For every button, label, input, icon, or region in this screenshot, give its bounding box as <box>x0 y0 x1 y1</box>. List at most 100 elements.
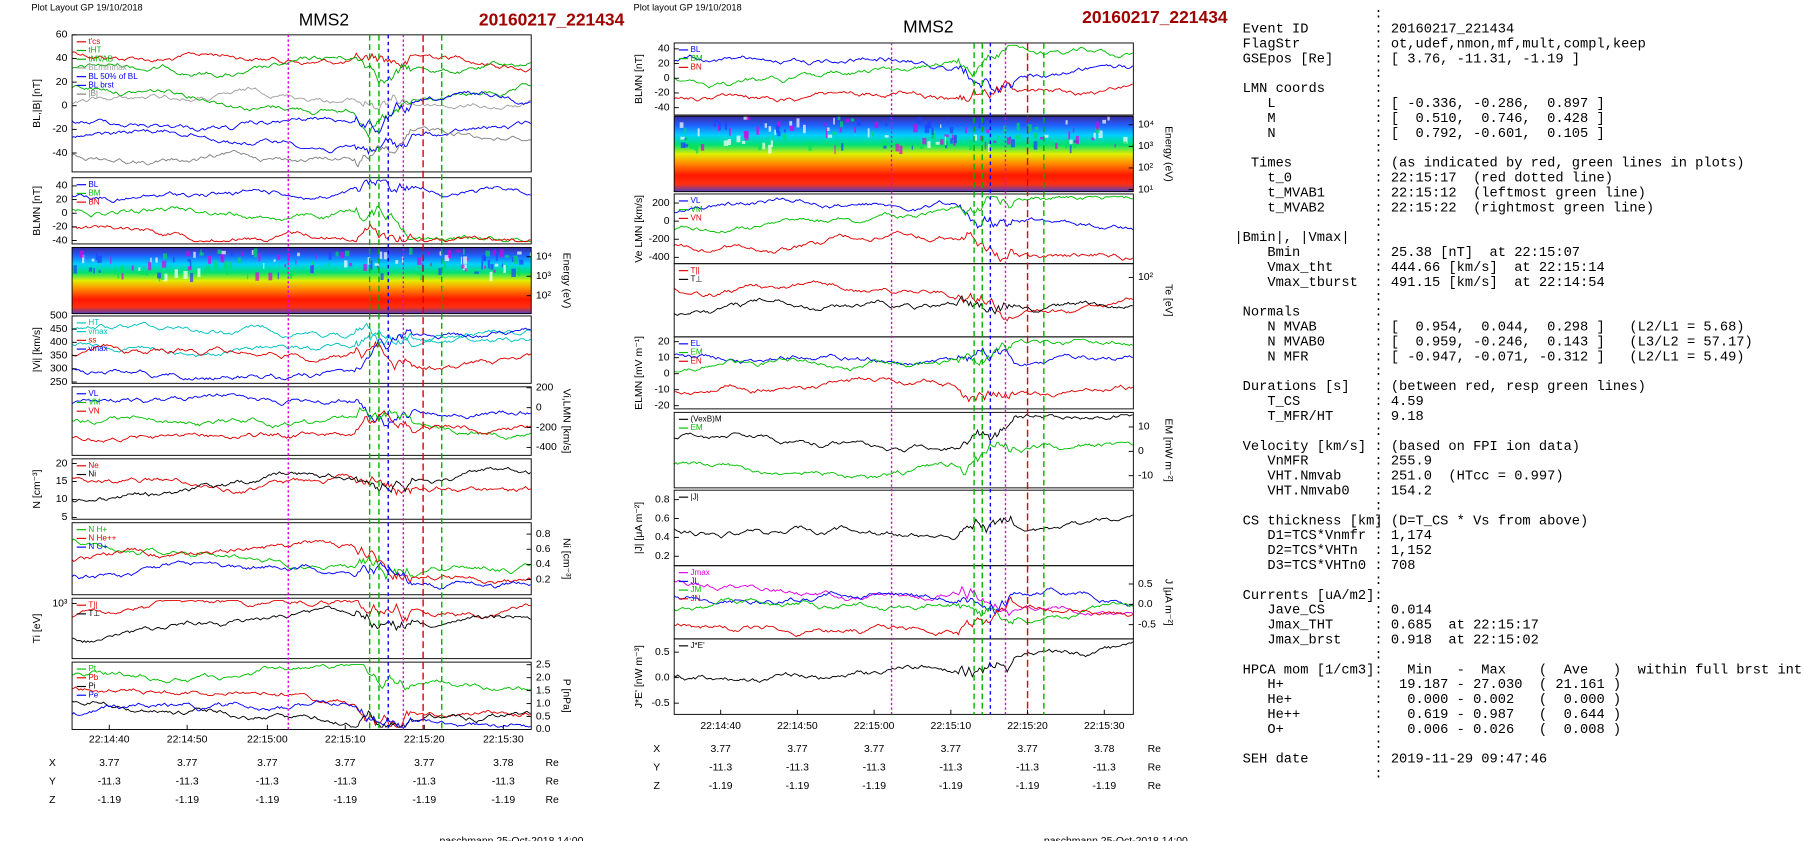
spectrogram-speckle <box>683 143 689 148</box>
field-value: : 25.38 [nT] at 22:15:07 <box>1374 245 1580 261</box>
field-value: : 154.2 <box>1374 484 1432 499</box>
y-axis-label: N [cm⁻³] <box>32 469 43 508</box>
trace <box>71 90 531 135</box>
spectrogram-speckle <box>689 143 694 150</box>
legend-entry: JN <box>690 594 700 603</box>
y-tick-label: 10⁴ <box>536 251 552 262</box>
spectrogram-speckle <box>796 118 800 128</box>
legend-entry: T|| <box>690 266 699 275</box>
field-value: : 0.918 at 22:15:02 <box>1374 634 1539 649</box>
spectrogram-speckle <box>481 254 487 262</box>
spectrogram-speckle <box>409 247 413 255</box>
spectrogram-speckle <box>273 259 276 262</box>
trace <box>71 51 531 73</box>
spectrogram-speckle <box>200 249 202 255</box>
field-value: : <box>1374 365 1382 380</box>
spectrogram-speckle <box>713 118 716 128</box>
trace <box>71 538 531 581</box>
field-key: T_CS <box>1234 395 1300 410</box>
spectrogram-speckle <box>808 141 812 151</box>
spectrogram-speckle <box>288 272 293 279</box>
spectrogram-speckle <box>506 261 508 268</box>
spectrogram-speckle <box>771 135 773 141</box>
x-tick-label: 22:14:40 <box>89 735 130 746</box>
spectrogram-speckle <box>193 251 196 258</box>
spectrogram-speckle <box>217 249 222 254</box>
legend-entry: N H+ <box>88 525 107 534</box>
spectrogram-speckle <box>328 251 332 260</box>
spectrogram-speckle <box>1122 141 1127 146</box>
field-value: : (based on FPI ion data) <box>1374 439 1580 455</box>
field-value: : [ 0.954, 0.044, 0.298 ] (L2/L1 = 5.68) <box>1374 320 1744 336</box>
spectrogram-speckle <box>834 145 836 155</box>
spectrogram-speckle <box>189 261 192 269</box>
spectrogram-speckle <box>295 259 297 265</box>
field-key: Bmin <box>1234 245 1300 261</box>
field-value: : 0.619 - 0.987 ( 0.644 ) <box>1374 707 1621 723</box>
spectrogram-speckle <box>461 264 465 269</box>
spectrogram-speckle <box>951 134 954 141</box>
spectrogram-speckle <box>155 257 158 263</box>
field-key: LMN coords <box>1234 81 1325 97</box>
spectrogram-speckle <box>315 254 317 260</box>
spectrogram-speckle <box>789 121 793 126</box>
field-value: : (as indicated by red, green lines in p… <box>1374 156 1744 172</box>
spectrogram-speckle <box>284 264 287 268</box>
spectrogram-speckle <box>241 251 244 257</box>
spectrogram-speckle <box>443 261 447 269</box>
field-value: : 255.9 <box>1374 455 1432 470</box>
spectrogram-speckle <box>1096 121 1099 130</box>
field-value: : <box>1374 768 1382 783</box>
spectrogram-speckle <box>206 265 210 273</box>
field-key: CS thickness [km] <box>1234 513 1382 529</box>
field-value: : 22:15:22 (rightmost green line) <box>1374 200 1654 216</box>
spectrogram-speckle <box>110 257 112 264</box>
panel-frame <box>673 115 1134 193</box>
spectrogram-speckle <box>899 145 903 155</box>
spectrogram-speckle <box>513 255 518 264</box>
spectrogram-speckle <box>82 254 85 264</box>
spectrogram-speckle <box>1044 134 1049 138</box>
y-tick-label: 250 <box>50 377 68 388</box>
spectrogram-speckle <box>835 116 838 120</box>
spectrogram-speckle <box>220 254 225 263</box>
field-key: VnMFR <box>1234 455 1308 470</box>
spectrogram-speckle <box>717 125 720 132</box>
coord-value: -1.19 <box>97 795 121 806</box>
spectrogram-speckle <box>340 251 345 259</box>
coord-value: -1.19 <box>1016 781 1040 792</box>
trace <box>72 605 531 644</box>
spectrogram-speckle <box>489 271 493 282</box>
spectrogram-speckle <box>214 260 218 269</box>
field-value: : [ -0.947, -0.071, -0.312 ] (L2/L1 = 5.… <box>1374 349 1744 365</box>
spectrogram-speckle <box>485 250 490 257</box>
spectrogram-speckle <box>950 138 953 144</box>
spectrogram-speckle <box>744 131 749 141</box>
coord-value: 3.77 <box>177 758 198 769</box>
event-id: 20160217_221434 <box>1082 7 1228 27</box>
trace <box>71 393 531 427</box>
y-tick-label: 0 <box>62 208 68 219</box>
spectrogram-speckle <box>430 262 432 267</box>
trace <box>673 280 1134 322</box>
coord-value: 3.78 <box>1094 744 1115 755</box>
field-value: : 19.187 - 27.030 ( 21.161 ) <box>1374 677 1621 693</box>
y-tick-label: 500 <box>50 311 68 322</box>
spectrogram-speckle <box>856 120 861 126</box>
coord-unit: Re <box>545 758 559 769</box>
field-value: : 0.000 - 0.002 ( 0.000 ) <box>1374 692 1621 708</box>
y-axis-label: Te [eV] <box>1162 284 1173 317</box>
field-key: M <box>1234 112 1275 127</box>
trace <box>673 347 1133 367</box>
spectrogram-speckle <box>511 268 516 278</box>
legend-entry: EM <box>690 423 702 432</box>
spectrogram-speckle <box>973 134 978 141</box>
spectrogram-speckle <box>764 123 767 128</box>
spectrogram-speckle <box>1075 135 1080 145</box>
trace <box>71 700 531 729</box>
y-tick-label: 0.2 <box>655 551 670 562</box>
spectrogram-speckle <box>228 261 233 269</box>
spectrogram-speckle <box>226 269 229 276</box>
field-key: Jmax_THT <box>1234 619 1333 634</box>
